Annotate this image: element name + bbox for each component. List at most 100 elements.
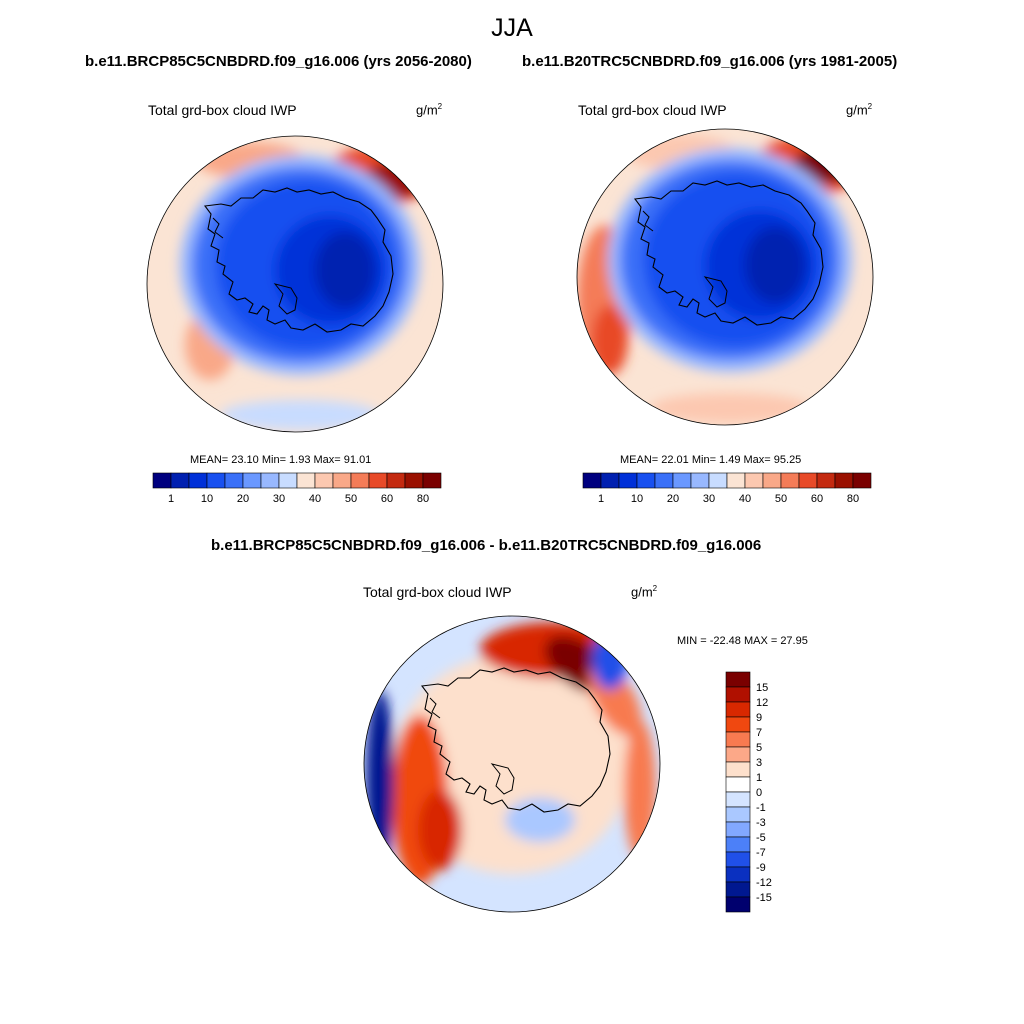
panel-1-map-border	[146, 135, 444, 433]
panel-1-colorbar-tick-label: 10	[201, 493, 213, 505]
panel-2-map	[577, 129, 873, 425]
panel-2-map-border	[576, 128, 874, 426]
panel-2-colorbar-swatch	[762, 472, 782, 489]
panel-2-colorbar-swatch	[618, 472, 638, 489]
panel-1-colorbar-swatch	[188, 472, 208, 489]
panel-1-colorbar-swatch	[152, 472, 172, 489]
panel-1-colorbar-swatch	[350, 472, 370, 489]
panel-3-colorbar-swatch	[725, 761, 751, 778]
panel-1-colorbar-swatch	[224, 472, 244, 489]
panel-3-colorbar-swatch	[725, 731, 751, 748]
panel-3-colorbar-tick-label: 1	[756, 772, 762, 784]
panel-1-colorbar-swatch	[332, 472, 352, 489]
panel-3-colorbar-swatch	[725, 881, 751, 898]
panel-3-colorbar-tick-label: 9	[756, 712, 762, 724]
panel-3-colorbar-swatch	[725, 716, 751, 733]
panel-2-colorbar-swatch	[852, 472, 872, 489]
panel-1-colorbar-tick-label: 80	[417, 493, 429, 505]
panel-3-colorbar-swatch	[725, 686, 751, 703]
panel-2-stats: MEAN= 22.01 Min= 1.49 Max= 95.25	[620, 454, 802, 466]
panel-3-colorbar-tick-label: -15	[756, 892, 772, 904]
panel-1-colorbar-swatch	[170, 472, 190, 489]
panel-2-colorbar-tick-label: 30	[703, 493, 715, 505]
panel-1-map	[147, 136, 443, 432]
panel-1-colorbar-tick-label: 30	[273, 493, 285, 505]
panel-3-colorbar-swatch	[725, 821, 751, 838]
panel-1-colorbar-swatch	[278, 472, 298, 489]
panel-3-colorbar-swatch	[725, 746, 751, 763]
panel-2-colorbar-tick-label: 60	[811, 493, 823, 505]
panel-3-colorbar: 15 12 9 7 5 3 1 0 -1 -3 -5 -7 -9 -12 -15	[725, 671, 772, 913]
figure-title: JJA	[491, 14, 533, 42]
panel-2-colorbar-swatch	[600, 472, 620, 489]
panel-1-colorbar-swatch	[206, 472, 226, 489]
panel-3-colorbar-swatch	[725, 671, 751, 688]
panel-3-colorbar-swatch	[725, 806, 751, 823]
panel-3-colorbar-tick-label: -7	[756, 847, 766, 859]
panel-2-colorbar-swatch	[654, 472, 674, 489]
panel-2-colorbar-swatch	[798, 472, 818, 489]
panel-3-colorbar-swatch	[725, 866, 751, 883]
panel-3-colorbar-swatch	[725, 896, 751, 913]
panel-3-colorbar-swatch	[725, 836, 751, 853]
panel-2-colorbar-swatch	[690, 472, 710, 489]
panel-2-colorbar-swatch	[726, 472, 746, 489]
panel-3-variable-label: Total grd-box cloud IWP	[363, 584, 512, 600]
panel-1-colorbar: 1 10 20 30 40 50 60 80	[152, 472, 442, 505]
panel-3-map	[364, 616, 660, 912]
panel-2-units: g/m2	[846, 102, 873, 118]
panel-2-colorbar-swatch	[636, 472, 656, 489]
panel-2-colorbar-tick-label: 1	[598, 493, 604, 505]
panel-2-colorbar-tick-label: 20	[667, 493, 679, 505]
panel-1-colorbar-swatch	[314, 472, 334, 489]
panel-3-colorbar-swatch	[725, 776, 751, 793]
panel-3-units: g/m2	[631, 584, 658, 600]
panel-1-colorbar-tick-label: 50	[345, 493, 357, 505]
panel-3-colorbar-tick-label: 3	[756, 757, 762, 769]
panel-2-colorbar-tick-label: 50	[775, 493, 787, 505]
panel-1-colorbar-tick-label: 60	[381, 493, 393, 505]
panel-3-case-title: b.e11.BRCP85C5CNBDRD.f09_g16.006 - b.e11…	[211, 537, 762, 554]
panel-1-stats: MEAN= 23.10 Min= 1.93 Max= 91.01	[190, 454, 372, 466]
panel-1-colorbar-swatch	[368, 472, 388, 489]
panel-2-colorbar-swatch	[672, 472, 692, 489]
panel-1-case-title: b.e11.BRCP85C5CNBDRD.f09_g16.006 (yrs 20…	[85, 53, 472, 70]
panel-3-map-border	[363, 615, 661, 913]
panel-2-colorbar-swatch	[780, 472, 800, 489]
panel-3-colorbar-swatch	[725, 851, 751, 868]
panel-3-stats: MIN = -22.48 MAX = 27.95	[677, 635, 808, 647]
panel-3-colorbar-tick-label: -5	[756, 832, 766, 844]
panel-3-colorbar-tick-label: 0	[756, 787, 762, 799]
panel-1-units: g/m2	[416, 102, 443, 118]
panel-2-colorbar: 1 10 20 30 40 50 60 80	[582, 472, 872, 505]
panel-2-colorbar-tick-label: 10	[631, 493, 643, 505]
panel-1-colorbar-tick-label: 40	[309, 493, 321, 505]
panel-2-colorbar-swatch	[834, 472, 854, 489]
panel-1-colorbar-swatch	[242, 472, 262, 489]
panel-3-colorbar-tick-label: 5	[756, 742, 762, 754]
panel-1-colorbar-swatch	[296, 472, 316, 489]
panel-1-colorbar-tick-label: 1	[168, 493, 174, 505]
panel-1-colorbar-swatch	[386, 472, 406, 489]
panel-2-case-title: b.e11.B20TRC5CNBDRD.f09_g16.006 (yrs 198…	[522, 53, 898, 70]
panel-2-variable-label: Total grd-box cloud IWP	[578, 102, 727, 118]
panel-3-colorbar-tick-label: -12	[756, 877, 772, 889]
panel-2-colorbar-tick-label: 40	[739, 493, 751, 505]
panel-1-colorbar-swatch	[404, 472, 424, 489]
panel-2-colorbar-swatch	[816, 472, 836, 489]
panel-2-colorbar-swatch	[744, 472, 764, 489]
panel-1-colorbar-swatch	[422, 472, 442, 489]
panel-1-colorbar-swatch	[260, 472, 280, 489]
panel-2-colorbar-swatch	[708, 472, 728, 489]
panel-2-colorbar-tick-label: 80	[847, 493, 859, 505]
panel-3-colorbar-tick-label: -3	[756, 817, 766, 829]
panel-1-colorbar-tick-label: 20	[237, 493, 249, 505]
panel-2-colorbar-swatch	[582, 472, 602, 489]
panel-3-colorbar-tick-label: -1	[756, 802, 766, 814]
panel-3-colorbar-tick-label: 12	[756, 697, 768, 709]
panel-3-colorbar-swatch	[725, 791, 751, 808]
panel-3-colorbar-tick-label: -9	[756, 862, 766, 874]
panel-3-colorbar-tick-label: 15	[756, 682, 768, 694]
panel-3-colorbar-tick-label: 7	[756, 727, 762, 739]
